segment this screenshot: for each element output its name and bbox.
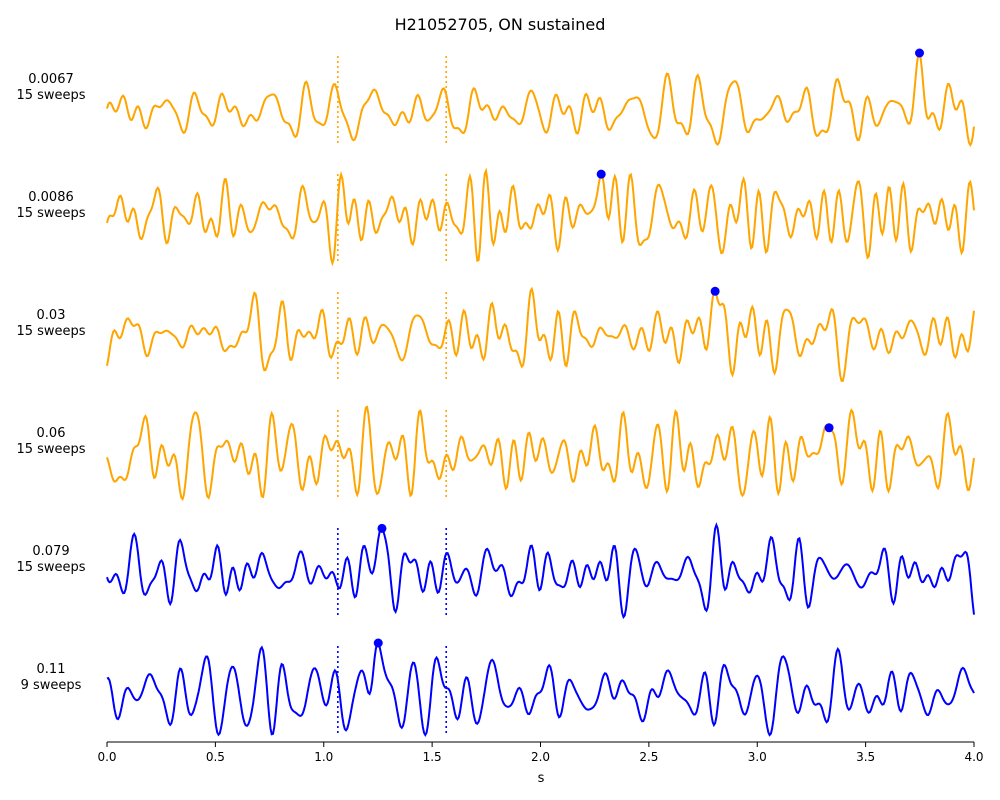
row-label-sweeps-4: 15 sweeps (16, 560, 85, 575)
x-tick-label-1: 0.5 (206, 750, 225, 764)
row-label-value-4: 0.079 (32, 544, 69, 559)
x-tick-label-4: 2.0 (531, 750, 550, 764)
row-label-value-2: 0.03 (37, 308, 66, 323)
peak-marker-5 (373, 638, 383, 648)
trace-line-5 (106, 641, 975, 738)
x-tick-label-7: 3.5 (856, 750, 875, 764)
trace-line-0 (106, 50, 975, 148)
x-tick-label-0: 0.0 (97, 750, 116, 764)
peak-marker-2 (710, 286, 720, 296)
x-axis-label: s (538, 771, 545, 786)
peak-marker-4 (377, 523, 387, 533)
row-label-sweeps-3: 15 sweeps (16, 442, 85, 457)
x-tick-label-5: 2.5 (639, 750, 658, 764)
trace-line-2 (106, 286, 975, 383)
x-tick-label-6: 3.0 (748, 750, 767, 764)
x-tick-label-2: 1.0 (314, 750, 333, 764)
row-label-sweeps-0: 15 sweeps (16, 88, 85, 103)
peak-marker-3 (824, 423, 834, 433)
trace-line-3 (106, 405, 975, 502)
row-label-sweeps-5: 9 sweeps (21, 678, 82, 693)
peak-marker-0 (915, 48, 925, 58)
row-label-sweeps-2: 15 sweeps (16, 324, 85, 339)
row-label-sweeps-1: 15 sweeps (16, 206, 85, 221)
trace-line-1 (106, 167, 975, 267)
x-tick-label-3: 1.5 (423, 750, 442, 764)
chart-title: H21052705, ON sustained (395, 15, 606, 34)
peak-marker-1 (596, 169, 606, 179)
trace-line-4 (106, 522, 975, 620)
row-label-value-1: 0.0086 (28, 190, 74, 205)
row-label-value-0: 0.0067 (28, 72, 74, 87)
row-label-value-3: 0.06 (37, 426, 66, 441)
trace-row-5: 0.119 sweeps (21, 638, 975, 738)
row-label-value-5: 0.11 (37, 662, 66, 677)
x-tick-label-8: 4.0 (964, 750, 983, 764)
x-axis: 0.0 0.5 1.0 1.5 2.0 2.5 3.0 3.5 4.0 (97, 741, 984, 764)
